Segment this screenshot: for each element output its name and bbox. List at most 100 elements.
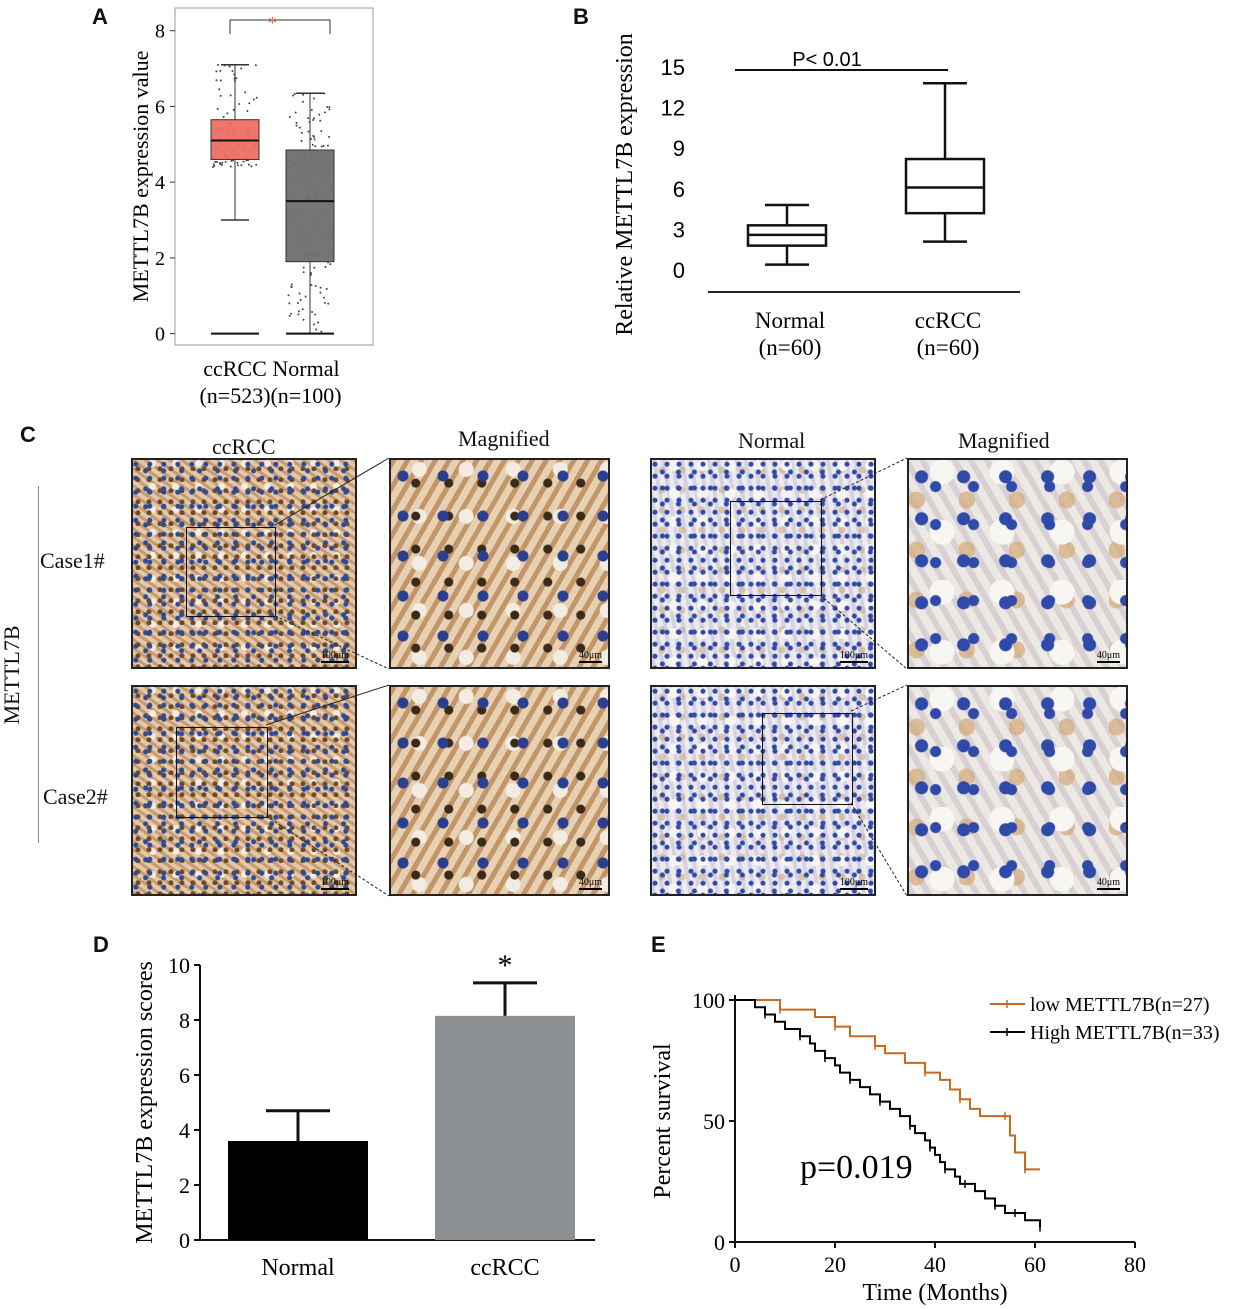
ihc-row-case1: Case1# — [40, 548, 105, 573]
data-point — [317, 321, 320, 324]
data-point — [319, 119, 322, 122]
data-point — [323, 301, 326, 304]
bar — [228, 1141, 368, 1240]
data-point — [295, 124, 298, 127]
roi-box — [176, 727, 268, 818]
data-point — [289, 312, 292, 315]
data-point — [220, 164, 223, 167]
data-point — [295, 121, 298, 124]
data-point — [215, 70, 218, 73]
y-tick-label: 4 — [179, 1118, 190, 1143]
y-tick-label: 2 — [179, 1173, 190, 1198]
data-point — [212, 166, 214, 169]
data-point — [237, 164, 240, 167]
y-tick-label: 10 — [168, 953, 190, 978]
x-tick-label: 0 — [730, 1252, 741, 1277]
y-tick-label: 0 — [673, 258, 685, 283]
roi-box — [730, 501, 822, 596]
legend-label: low METTL7B(n=27) — [1030, 994, 1210, 1016]
y-tick-label: 4 — [155, 172, 165, 194]
ihc-image-ccrcc-case2-magnified: 40μm — [389, 685, 610, 896]
data-point — [328, 106, 331, 109]
data-point — [314, 313, 317, 316]
data-point — [307, 130, 310, 133]
data-point — [221, 161, 224, 164]
data-point — [297, 313, 300, 316]
data-point — [311, 311, 314, 314]
x-tick-label: Normal — [272, 356, 339, 381]
ihc-image-normal-case2: 100μm — [650, 685, 876, 896]
data-point — [324, 265, 327, 268]
data-point — [290, 283, 293, 286]
data-point — [315, 328, 318, 331]
x-tick-label: ccRCC — [203, 356, 267, 381]
data-point — [323, 296, 326, 299]
data-point — [304, 295, 307, 298]
data-point — [324, 111, 327, 114]
data-point — [313, 117, 316, 120]
ihc-image-normal-case1: 100μm — [650, 458, 876, 669]
ihc-col-magnified-2: Magnified — [958, 428, 1050, 453]
data-point — [229, 165, 232, 168]
data-point — [216, 107, 219, 110]
data-point — [231, 69, 234, 72]
x-group-n: (n=60) — [917, 335, 980, 360]
data-point — [328, 135, 331, 138]
y-axis-label: Percent survival — [650, 1043, 676, 1199]
scale-bar: 40μm — [578, 650, 603, 663]
data-point — [326, 144, 329, 147]
data-point — [215, 79, 218, 82]
data-point — [314, 145, 317, 148]
data-point — [240, 67, 243, 70]
data-point — [222, 115, 225, 118]
ihc-row-case2: Case2# — [43, 784, 108, 809]
p-value-annotation: P< 0.01 — [792, 49, 862, 71]
data-point — [302, 93, 305, 96]
y-tick-label: 100 — [692, 988, 725, 1013]
x-tick-label: ccRCC — [915, 308, 981, 333]
ihc-col-magnified-1: Magnified — [458, 426, 550, 451]
y-tick-label: 8 — [155, 21, 165, 43]
data-point — [232, 108, 235, 111]
chart-e: 0 50 100 0 20 40 60 80 Time (Months) Percent surv… — [650, 988, 1220, 1306]
x-tick-label: Normal — [261, 1255, 335, 1281]
y-tick-label: 0 — [155, 324, 165, 346]
data-point — [252, 98, 255, 101]
data-point — [226, 112, 229, 115]
data-point — [238, 103, 241, 106]
data-point — [230, 159, 233, 162]
data-point — [310, 272, 313, 275]
data-point — [235, 77, 238, 80]
data-point — [217, 63, 220, 66]
box — [904, 157, 986, 215]
data-point — [327, 302, 330, 305]
data-point — [244, 91, 247, 94]
data-point — [312, 97, 315, 100]
ihc-image-normal-case2-magnified: 40μm — [907, 685, 1128, 896]
data-point — [307, 117, 310, 120]
data-point — [300, 131, 303, 134]
x-tick-label: Normal — [755, 308, 825, 333]
ihc-col-ccrcc: ccRCC — [212, 434, 276, 459]
data-point — [301, 100, 304, 103]
y-tick-label: 3 — [673, 217, 685, 242]
x-group-n: (n=100) — [270, 383, 341, 408]
data-point — [329, 263, 332, 266]
x-tick-label: 80 — [1124, 1252, 1146, 1277]
data-point — [224, 160, 227, 163]
panel-label-a: A — [92, 4, 108, 29]
y-tick-label: 9 — [673, 136, 685, 161]
x-group-n: (n=523) — [199, 383, 270, 408]
survival-curve — [735, 999, 1041, 1228]
data-point — [254, 64, 257, 67]
data-point — [320, 129, 323, 132]
legend-label: High METTL7B(n=33) — [1030, 1022, 1220, 1044]
data-point — [255, 96, 258, 99]
data-point — [242, 160, 245, 163]
data-point — [236, 161, 239, 164]
data-point — [219, 79, 222, 82]
data-point — [287, 294, 290, 297]
scale-bar: 40μm — [578, 877, 603, 890]
data-point — [312, 118, 315, 121]
